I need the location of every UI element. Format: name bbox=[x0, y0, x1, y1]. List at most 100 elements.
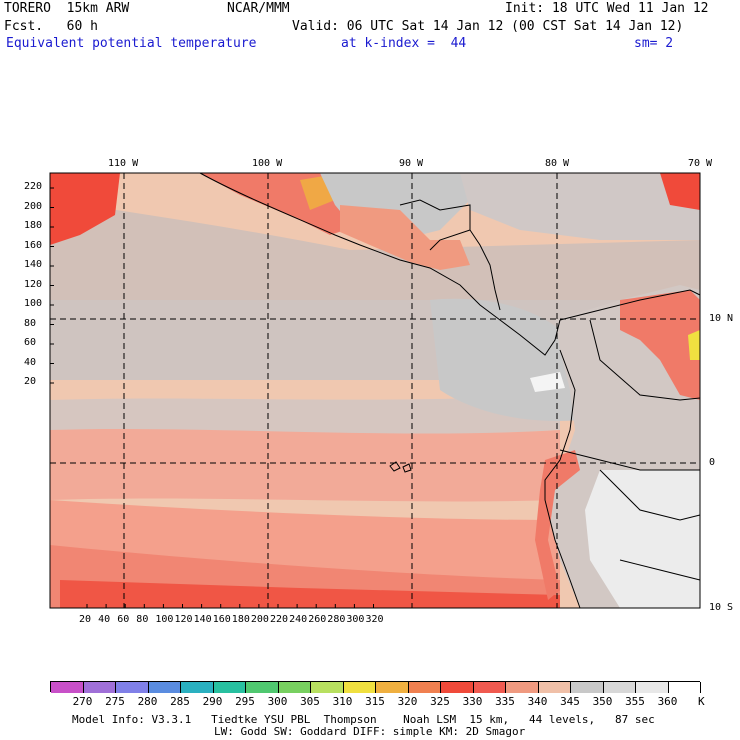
coastline-yucatan bbox=[399, 199, 471, 251]
y-tick-label: 20 bbox=[24, 376, 37, 387]
colorbar-swatch bbox=[51, 682, 84, 693]
y-tick-label: 180 bbox=[24, 220, 43, 231]
lon-label-100w: 100 W bbox=[252, 158, 283, 169]
x-tick-label: 280 bbox=[327, 614, 346, 625]
colorbar-label: 290 bbox=[202, 695, 223, 708]
field-patch-caribbean bbox=[460, 173, 700, 240]
model-title: TORERO 15km ARW bbox=[4, 1, 130, 16]
colorbar-swatch bbox=[571, 682, 604, 693]
x-tick-label: 160 bbox=[212, 614, 231, 625]
level-info: at k-index = 44 bbox=[341, 36, 467, 51]
x-tick-label: 80 bbox=[136, 614, 149, 625]
x-tick-label: 100 bbox=[155, 614, 174, 625]
lon-label-70w: 70 W bbox=[688, 158, 713, 169]
colorbar-swatch bbox=[538, 682, 571, 693]
lat-label-10n: 10 N bbox=[709, 313, 734, 324]
y-tick-label: 220 bbox=[24, 181, 43, 192]
organization-label: NCAR/MMM bbox=[227, 1, 290, 16]
colorbar-swatch bbox=[181, 682, 214, 693]
colorbar-swatch bbox=[441, 682, 474, 693]
x-tick-label: 220 bbox=[270, 614, 289, 625]
colorbar-unit: K bbox=[698, 695, 705, 708]
colorbar-swatch bbox=[148, 682, 181, 693]
x-tick-label: 40 bbox=[98, 614, 111, 625]
lat-lon-grid bbox=[50, 173, 700, 608]
colorbar-label: 310 bbox=[332, 695, 353, 708]
field-name: Equivalent potential temperature bbox=[6, 36, 257, 51]
coastline-west-sa bbox=[544, 349, 581, 609]
colorbar-label: 320 bbox=[397, 695, 418, 708]
field-patch-peru-coast bbox=[535, 450, 580, 600]
map-frame bbox=[49, 172, 701, 609]
field-patch-colombia bbox=[620, 290, 700, 400]
smoothing-info: sm= 2 bbox=[634, 36, 674, 51]
y-tick-label: 140 bbox=[24, 259, 43, 270]
field-patch-red-nw bbox=[50, 173, 120, 245]
model-info-line1: Model Info: V3.3.1 Tiedtke YSU PBL Thomp… bbox=[72, 713, 655, 726]
colorbar-label: 295 bbox=[235, 695, 255, 708]
field-band-salmon bbox=[50, 428, 560, 502]
y-tick-label: 100 bbox=[24, 298, 43, 309]
lat-label-10s: 10 S bbox=[709, 602, 734, 613]
field-band-gray-south bbox=[50, 395, 560, 440]
colorbar-swatch bbox=[668, 682, 701, 693]
init-time: Init: 18 UTC Wed 11 Jan 12 bbox=[505, 1, 709, 16]
field-patch-light-land bbox=[585, 470, 700, 608]
map-field bbox=[50, 173, 700, 608]
colorbar-label: 285 bbox=[170, 695, 190, 708]
colorbar-swatch bbox=[116, 682, 149, 693]
y-tick-label: 80 bbox=[24, 317, 37, 329]
border-bolivia bbox=[619, 559, 701, 581]
y-tick-label: 120 bbox=[24, 278, 43, 290]
y-tick-label: 40 bbox=[24, 356, 37, 368]
colorbar-label: 275 bbox=[105, 695, 125, 708]
field-patch-central-america bbox=[340, 205, 470, 270]
x-tick-label: 320 bbox=[365, 614, 384, 625]
coastline-caribbean-sa bbox=[559, 289, 701, 321]
colorbar-label: 335 bbox=[495, 695, 515, 708]
colorbar-label: 345 bbox=[560, 695, 580, 708]
colorbar-label: 280 bbox=[137, 695, 158, 708]
axis-ticks bbox=[50, 187, 374, 608]
colorbar-label: 300 bbox=[267, 695, 288, 708]
forecast-hour: Fcst. 60 h bbox=[4, 19, 98, 34]
colorbar-label: 315 bbox=[365, 695, 385, 708]
field-patch-light bbox=[530, 372, 565, 392]
colorbar-swatch bbox=[311, 682, 344, 693]
x-tick-label: 260 bbox=[308, 614, 327, 625]
colorbar-swatch bbox=[213, 682, 246, 693]
y-tick-label: 160 bbox=[24, 239, 43, 251]
colorbar-label: 305 bbox=[300, 695, 320, 708]
x-tick-label: 240 bbox=[289, 614, 308, 625]
coastlines bbox=[199, 172, 701, 609]
x-tick-label: 120 bbox=[174, 614, 193, 625]
x-tick-label: 300 bbox=[346, 614, 365, 625]
border-peru-brazil bbox=[599, 469, 701, 521]
colorbar-label: 330 bbox=[462, 695, 483, 708]
colorbar-swatch bbox=[83, 682, 116, 693]
field-patch-red-bottom bbox=[60, 580, 560, 608]
border-ecuador-peru bbox=[559, 449, 700, 471]
colorbar-swatch bbox=[376, 682, 409, 693]
y-tick-label: 200 bbox=[24, 200, 43, 212]
x-tick-label: 140 bbox=[193, 614, 212, 625]
lon-label-80w: 80 W bbox=[545, 158, 570, 169]
colorbar-label: 270 bbox=[72, 695, 93, 708]
colorbar bbox=[50, 681, 701, 693]
x-tick-label: 20 bbox=[79, 614, 92, 625]
colorbar-swatch bbox=[603, 682, 636, 693]
colorbar-label: 355 bbox=[625, 695, 645, 708]
valid-time: Valid: 06 UTC Sat 14 Jan 12 (00 CST Sat … bbox=[292, 19, 684, 34]
colorbar-swatch bbox=[408, 682, 441, 693]
colorbar-label: 340 bbox=[527, 695, 548, 708]
colorbar-swatch bbox=[473, 682, 506, 693]
colorbar-label: 325 bbox=[430, 695, 450, 708]
colorbar-swatch bbox=[343, 682, 376, 693]
colorbar-swatch bbox=[636, 682, 669, 693]
field-patch-red-ne bbox=[660, 173, 700, 210]
x-tick-label: 200 bbox=[250, 614, 269, 625]
colorbar-swatch bbox=[506, 682, 539, 693]
model-info-line2: LW: Godd SW: Goddard DIFF: simple KM: 2D… bbox=[214, 725, 526, 738]
field-band-north bbox=[50, 200, 700, 300]
coastline-pacific bbox=[199, 172, 561, 356]
